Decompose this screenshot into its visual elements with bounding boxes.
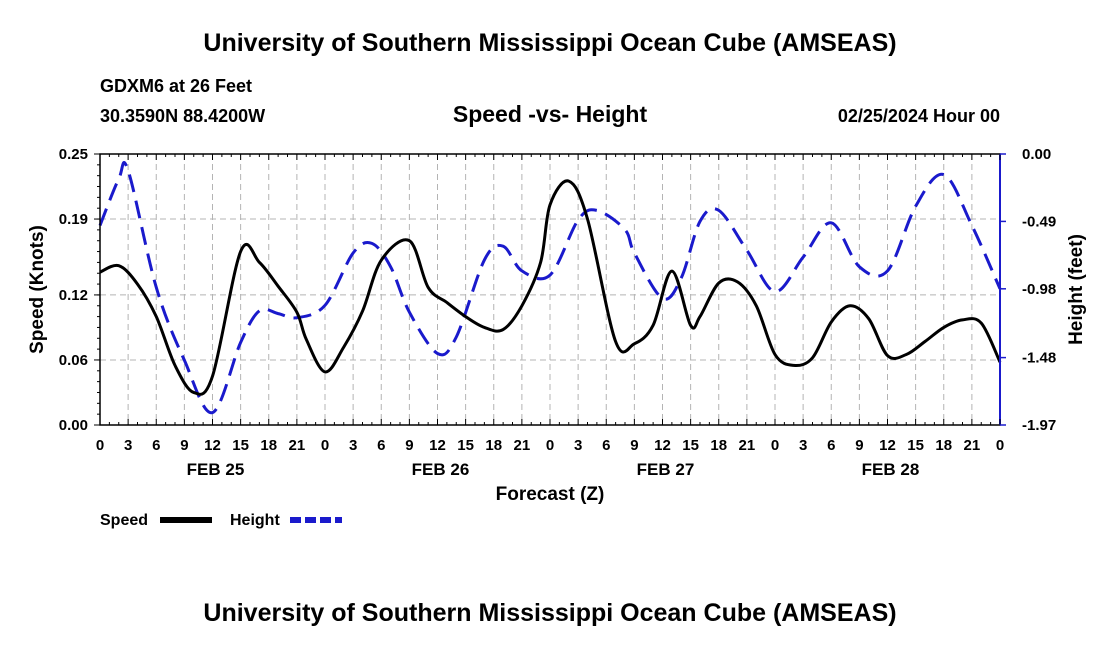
station-label: GDXM6 at 26 Feet <box>100 76 253 96</box>
x-tick-label: 3 <box>799 437 807 454</box>
x-tick-label: 9 <box>855 437 863 454</box>
legend: Speed Height <box>100 512 342 529</box>
legend-height-label: Height <box>230 512 280 529</box>
x-tick-label: 0 <box>771 437 779 454</box>
y-axis-label: Speed (Knots) <box>27 225 48 354</box>
day-label: FEB 26 <box>412 460 470 479</box>
x-tick-label: 18 <box>710 437 727 454</box>
x-tick-label: 6 <box>152 437 160 454</box>
x-tick-label: 3 <box>349 437 357 454</box>
y2-tick-label: -0.49 <box>1022 213 1056 230</box>
x-tick-label: 9 <box>405 437 413 454</box>
x-tick-label: 0 <box>996 437 1004 454</box>
x-tick-label: 6 <box>377 437 385 454</box>
x-tick-label: 18 <box>485 437 502 454</box>
x-tick-label: 0 <box>546 437 554 454</box>
y2-tick-label: -1.97 <box>1022 417 1056 434</box>
x-tick-label: 15 <box>907 437 924 454</box>
ticks <box>94 153 1006 426</box>
chart-title-bottom: University of Southern Mississippi Ocean… <box>203 599 897 627</box>
day-label: FEB 28 <box>862 460 920 479</box>
x-axis-label: Forecast (Z) <box>496 484 605 505</box>
x-tick-label: 12 <box>429 437 446 454</box>
y-tick-label: 0.00 <box>59 417 88 434</box>
y-tick-label: 0.06 <box>59 352 88 369</box>
x-tick-label: 6 <box>602 437 610 454</box>
tick-labels: 0 3 6 9 12 15 18 21 0 3 6 9 12 15 18 21 0 3 6 9 12 15 18 21 0 3 6 9… <box>59 146 1056 479</box>
coordinates-label: 30.3590N 88.4200W <box>100 106 266 126</box>
x-tick-label: 21 <box>739 437 756 454</box>
x-tick-label: 12 <box>879 437 896 454</box>
forecast-datetime: 02/25/2024 Hour 00 <box>837 106 1000 126</box>
x-tick-label: 0 <box>321 437 329 454</box>
x-tick-label: 21 <box>514 437 531 454</box>
y2-tick-label: -0.98 <box>1022 281 1056 298</box>
x-tick-label: 15 <box>232 437 249 454</box>
x-tick-label: 0 <box>96 437 104 454</box>
chart-subtitle: Speed -vs- Height <box>452 101 648 127</box>
legend-speed-label: Speed <box>100 512 148 529</box>
y2-tick-label: -1.48 <box>1022 350 1056 367</box>
height-series-line <box>98 161 1002 415</box>
x-tick-label: 18 <box>260 437 277 454</box>
chart-title-top: University of Southern Mississippi Ocean… <box>203 29 897 57</box>
y-tick-label: 0.19 <box>59 211 88 228</box>
y-tick-label: 0.25 <box>59 146 88 163</box>
x-tick-label: 21 <box>289 437 306 454</box>
speed-series-line <box>99 179 1002 396</box>
x-tick-label: 15 <box>682 437 699 454</box>
x-tick-label: 3 <box>574 437 582 454</box>
x-tick-label: 9 <box>180 437 188 454</box>
x-tick-label: 3 <box>124 437 132 454</box>
y2-tick-label: 0.00 <box>1022 146 1051 163</box>
x-tick-label: 12 <box>654 437 671 454</box>
x-tick-label: 6 <box>827 437 835 454</box>
x-tick-label: 21 <box>964 437 981 454</box>
x-tick-label: 9 <box>630 437 638 454</box>
x-tick-label: 15 <box>457 437 474 454</box>
x-tick-label: 18 <box>935 437 952 454</box>
y2-axis-label: Height (feet) <box>1066 234 1087 345</box>
series-layer <box>98 161 1002 415</box>
day-label: FEB 25 <box>187 460 245 479</box>
day-label: FEB 27 <box>637 460 695 479</box>
grid <box>100 154 1000 425</box>
x-tick-label: 12 <box>204 437 221 454</box>
y-tick-label: 0.12 <box>59 287 88 304</box>
